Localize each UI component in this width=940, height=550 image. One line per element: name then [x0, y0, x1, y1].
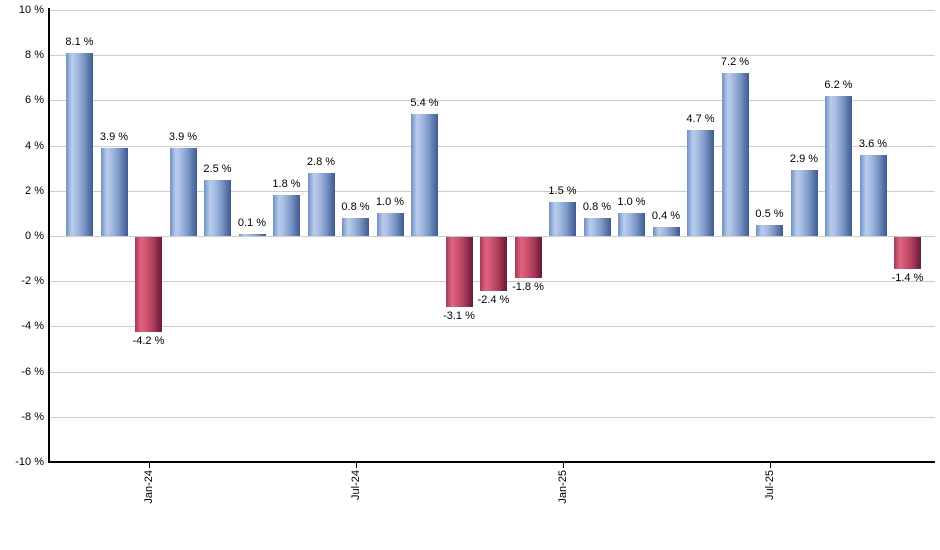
bar-value-label: -1.8 %	[512, 280, 544, 293]
gridline	[48, 100, 935, 102]
bar-value-label: 0.4 %	[651, 209, 681, 222]
gridline	[48, 145, 935, 147]
bar-value-label: 0.5 %	[755, 207, 784, 220]
bar-value-label: 1.5 %	[548, 185, 577, 198]
bar-column	[859, 154, 887, 236]
bar-value-label: 1.0 %	[617, 196, 646, 209]
bar-column	[66, 52, 93, 236]
bar-value-label: 1.0 %	[375, 196, 405, 209]
y-tick-label: -2 %	[21, 275, 44, 288]
gridline	[48, 10, 935, 11]
x-tick-label: Jul-24	[349, 470, 362, 500]
bar-value-label: -2.4 %	[477, 294, 510, 307]
bar-value-label: 5.4 %	[410, 96, 439, 109]
y-tick-label: -10 %	[15, 456, 44, 468]
bar-column	[480, 237, 507, 292]
bar-column	[342, 217, 369, 236]
bar-column	[169, 147, 197, 236]
bar-value-label: 6.2 %	[824, 78, 853, 91]
bar-value-label: 2.8 %	[306, 155, 336, 168]
y-axis-line	[48, 8, 50, 462]
bar-column	[756, 224, 783, 236]
x-tick-label: Jan-24	[142, 470, 155, 504]
y-tick-label: 8 %	[25, 49, 44, 62]
bar-value-label: 4.7 %	[686, 112, 715, 125]
bar-column	[100, 147, 128, 236]
y-tick-label: 4 %	[25, 139, 44, 152]
bar-column	[652, 226, 680, 236]
bar-column	[204, 179, 231, 236]
bar-column	[894, 237, 921, 269]
bar-value-label: 3.6 %	[858, 137, 888, 150]
gridline	[48, 190, 935, 192]
bar-value-label: 7.2 %	[720, 56, 750, 69]
y-tick-label: -8 %	[21, 410, 44, 423]
bar-value-label: -1.4 %	[891, 271, 924, 284]
bar-column	[238, 233, 266, 236]
y-tick-label: -4 %	[21, 320, 44, 333]
x-tick-label: Jan-25	[556, 470, 569, 504]
gridline	[48, 326, 935, 328]
bar-value-label: -4.2 %	[132, 334, 165, 347]
bar-column	[618, 213, 645, 236]
bar-value-label: 0.8 %	[582, 200, 612, 213]
x-tick-mark	[562, 462, 564, 468]
gridline	[48, 55, 935, 57]
bar-value-label: -3.1 %	[443, 310, 475, 323]
y-tick-label: 6 %	[25, 94, 44, 107]
bar-value-label: 0.1 %	[237, 216, 267, 229]
plot-area	[48, 10, 935, 462]
y-tick-label: 2 %	[25, 184, 44, 197]
y-tick-label: 10 %	[18, 4, 44, 16]
bar-column	[411, 113, 438, 236]
y-tick-label: -6 %	[21, 365, 44, 378]
x-tick-mark	[355, 462, 357, 468]
bar-column	[790, 170, 818, 236]
bar-column	[583, 217, 611, 236]
x-tick-mark	[148, 462, 150, 468]
bar-value-label: 2.9 %	[789, 153, 819, 166]
bar-column	[273, 195, 300, 236]
bar-column	[445, 237, 473, 308]
bar-value-label: 3.9 %	[99, 130, 129, 143]
bar-value-label: 8.1 %	[65, 35, 94, 48]
gridline	[48, 371, 935, 373]
bar-column	[687, 129, 714, 236]
bar-column	[825, 95, 852, 236]
gridline	[48, 236, 935, 237]
bar-column	[514, 237, 542, 278]
bar-column	[549, 202, 576, 236]
bar-column	[721, 73, 749, 236]
bar-value-label: 0.8 %	[341, 200, 370, 213]
gridline	[48, 416, 935, 418]
y-tick-label: 0 %	[25, 230, 44, 242]
bar-column	[307, 172, 335, 236]
x-tick-mark	[769, 462, 771, 468]
x-axis-line	[48, 461, 935, 463]
bar-column	[135, 237, 162, 332]
bar-value-label: 1.8 %	[272, 178, 301, 191]
bar-value-label: 2.5 %	[203, 162, 232, 175]
x-tick-label: Jul-25	[763, 470, 776, 500]
bar-value-label: 3.9 %	[168, 130, 198, 143]
bar-column	[376, 213, 404, 236]
